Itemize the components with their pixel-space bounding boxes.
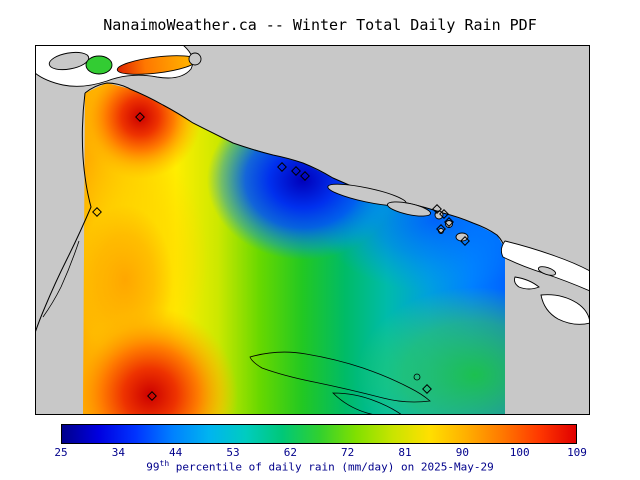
archipelago-island	[48, 51, 90, 71]
plot-frame	[35, 45, 590, 415]
colorbar-tick-label: 44	[169, 446, 183, 459]
northwest-archipelago	[35, 45, 202, 87]
south-coast-squiggle-2	[332, 392, 403, 415]
eastern-inlets	[500, 240, 590, 325]
station-diamond	[147, 391, 157, 401]
archipelago-islet	[188, 52, 202, 66]
colorbar-tick-label: 34	[111, 446, 125, 459]
station-diamond	[291, 166, 301, 176]
station-diamond	[135, 112, 145, 122]
south-coast-squiggle	[249, 351, 431, 403]
inlet-blob	[540, 294, 590, 325]
islet-2	[445, 220, 453, 228]
station-markers	[92, 112, 470, 401]
colorbar-tick-label: 72	[341, 446, 355, 459]
colorbar-tick-label: 53	[226, 446, 240, 459]
plot-title: NanaimoWeather.ca -- Winter Total Daily …	[103, 16, 537, 34]
caption-prefix: 99	[146, 460, 160, 474]
station-diamond	[436, 224, 446, 234]
strait-islands	[327, 183, 469, 242]
coastlines	[35, 82, 506, 415]
inlet-line	[42, 240, 80, 318]
colorbar-tick-label: 90	[455, 446, 469, 459]
station-diamond	[300, 171, 310, 181]
caption-rest: percentile of daily rain (mm/day) on 202…	[169, 460, 494, 474]
station-diamond	[277, 162, 287, 172]
colorbar-tick-label: 109	[567, 446, 587, 459]
colorbar-caption: 99th percentile of daily rain (mm/day) o…	[0, 459, 640, 474]
map-area	[35, 45, 590, 415]
colorbar-tick-label: 25	[54, 446, 68, 459]
station-diamond	[92, 207, 102, 217]
north-coastline	[84, 82, 506, 250]
islet-3	[455, 232, 469, 242]
west-coastline	[35, 92, 92, 334]
channel-islet	[537, 266, 557, 276]
island-small	[387, 201, 431, 217]
colorbar-gradient	[61, 424, 577, 444]
south-islet-outline	[413, 373, 421, 381]
inlet-wedge	[514, 276, 540, 290]
colorbar-ticks: 25 34 44 53 62 72 81 90 100 109	[54, 446, 587, 459]
archipelago-green-patch	[85, 55, 113, 75]
inlet-channel	[500, 240, 590, 292]
station-diamond	[432, 204, 442, 214]
rain-map	[35, 45, 590, 415]
station-diamond	[444, 217, 454, 227]
station-diamond	[422, 384, 432, 394]
caption-superscript: th	[159, 459, 170, 468]
station-diamond	[460, 236, 470, 246]
station-diamond	[439, 209, 449, 219]
colorbar-tick-label: 81	[398, 446, 412, 459]
colorbar-tick-label: 100	[509, 446, 530, 459]
colorbar-tick-label: 62	[283, 446, 297, 459]
